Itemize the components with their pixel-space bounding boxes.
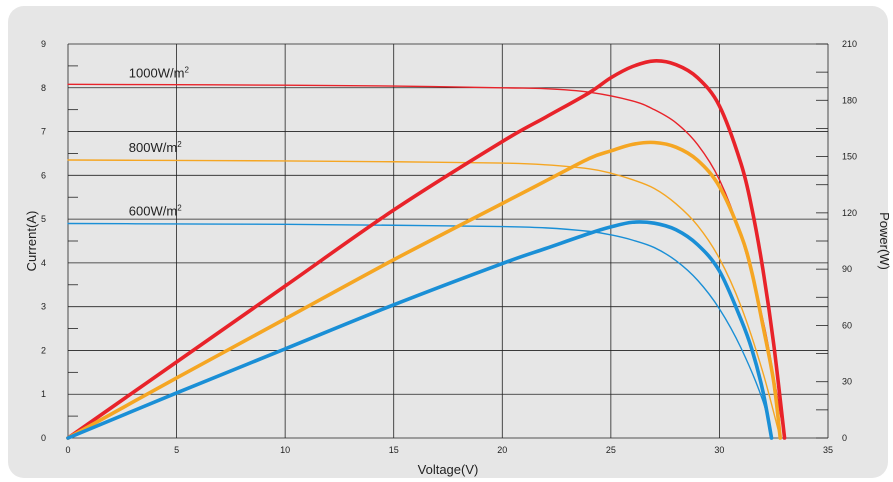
y-left-tick-label: 6 <box>41 170 46 180</box>
irradiance-label: 800W/m2 <box>129 140 182 155</box>
y-left-tick-label: 1 <box>41 389 46 399</box>
x-tick-label: 35 <box>823 445 833 455</box>
power-curve <box>66 220 774 440</box>
irradiance-label: 1000W/m2 <box>129 66 190 81</box>
x-tick-label: 5 <box>174 445 179 455</box>
y-left-axis-title: Current(A) <box>24 211 39 272</box>
tick-labels: 0 5 10 15 20 25 30 3501234567890306090120150180… <box>41 39 857 455</box>
y-right-axis-title: Power(W) <box>877 212 892 270</box>
x-tick-label: 15 <box>389 445 399 455</box>
x-tick-label: 10 <box>280 445 290 455</box>
y-right-tick-label: 0 <box>842 433 847 443</box>
y-left-tick-label: 9 <box>41 39 46 49</box>
y-left-tick-label: 8 <box>41 83 46 93</box>
grid <box>67 43 829 439</box>
y-left-tick-label: 7 <box>41 127 46 137</box>
y-right-tick-label: 90 <box>842 264 852 274</box>
y-right-tick-label: 30 <box>842 377 852 387</box>
y-left-tick-label: 3 <box>41 302 46 312</box>
y-left-tick-label: 5 <box>41 214 46 224</box>
irradiance-label: 600W/m2 <box>129 203 182 218</box>
current-curve <box>67 222 773 439</box>
x-axis-title: Voltage(V) <box>418 462 479 477</box>
power-curve <box>66 59 787 440</box>
x-tick-label: 20 <box>497 445 507 455</box>
x-tick-label: 25 <box>606 445 616 455</box>
series-lines <box>66 59 787 440</box>
y-right-tick-label: 210 <box>842 39 857 49</box>
y-left-tick-label: 2 <box>41 345 46 355</box>
irradiance-labels: 1000W/m2 800W/m2 600W/m2 <box>129 66 190 219</box>
y-right-tick-label: 150 <box>842 152 857 162</box>
current-curve <box>67 159 781 439</box>
power-curve <box>66 140 783 440</box>
y-right-tick-label: 120 <box>842 208 857 218</box>
x-tick-label: 30 <box>714 445 724 455</box>
y-right-tick-label: 60 <box>842 320 852 330</box>
y-right-tick-label: 180 <box>842 95 857 105</box>
y-left-tick-label: 4 <box>41 258 46 268</box>
y-left-tick-label: 0 <box>41 433 46 443</box>
x-tick-label: 0 <box>65 445 70 455</box>
